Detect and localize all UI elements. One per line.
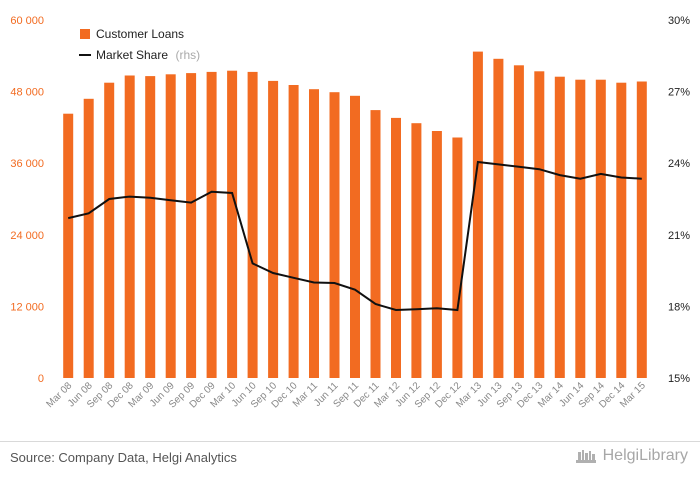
bar <box>186 73 197 378</box>
brand-logo: HelgiLibrary <box>575 447 688 465</box>
legend-label-market-share: Market Share (rhs) <box>96 46 200 63</box>
bar <box>411 123 422 378</box>
bar <box>554 76 565 378</box>
bar <box>165 74 176 379</box>
bar-series-customer-loans <box>63 51 647 379</box>
line-series-market-share <box>67 160 642 312</box>
legend-swatch-customer-loans <box>80 29 90 39</box>
bar <box>636 81 647 378</box>
left-axis-ticks: 0 12 000 24 000 36 000 48 000 60 000 <box>10 15 44 385</box>
bar <box>513 65 524 379</box>
bar <box>452 137 463 378</box>
bar <box>206 71 217 379</box>
left-axis-tick-label: 12 000 <box>10 301 44 313</box>
bar <box>391 117 401 379</box>
left-axis-tick-label: 24 000 <box>10 230 44 242</box>
bar <box>472 51 483 378</box>
right-axis-tick-label: 30% <box>668 15 690 27</box>
brand-name: HelgiLibrary <box>602 447 688 464</box>
bar <box>247 71 258 379</box>
bar <box>329 92 340 378</box>
left-axis-tick-label: 0 <box>38 373 44 385</box>
bar <box>83 98 94 379</box>
bar <box>227 70 238 378</box>
bar <box>534 71 545 379</box>
bar <box>124 75 135 378</box>
right-axis-tick-label: 27% <box>668 87 690 99</box>
bar <box>595 79 606 378</box>
bar <box>370 110 381 378</box>
bar <box>145 76 156 378</box>
right-axis-ticks: 15% 18% 21% 24% 27% 30% <box>668 15 690 385</box>
bar <box>104 82 115 378</box>
bar <box>575 79 586 378</box>
bar <box>268 80 279 379</box>
legend-label-customer-loans: Customer Loans <box>96 27 184 41</box>
left-axis-tick-label: 36 000 <box>10 158 44 170</box>
bar <box>63 113 74 378</box>
bar <box>309 89 319 378</box>
footer-divider <box>0 441 700 442</box>
bar <box>288 85 299 378</box>
source-note: Source: Company Data, Helgi Analytics <box>10 450 237 465</box>
bar <box>616 82 627 378</box>
legend-label-market-share-name: Market Share <box>96 48 168 62</box>
bar <box>493 58 504 379</box>
bar <box>350 95 360 379</box>
right-axis-tick-label: 21% <box>668 230 690 242</box>
right-axis-tick-label: 15% <box>668 373 690 385</box>
legend-label-rhs: (rhs) <box>175 48 200 62</box>
legend: Customer Loans Market Share (rhs) <box>79 27 200 63</box>
bar <box>431 131 442 378</box>
right-axis-tick-label: 24% <box>668 158 690 170</box>
chart-canvas: 0 12 000 24 000 36 000 48 000 60 000 15% 18% 21… <box>10 15 690 411</box>
right-axis-tick-label: 18% <box>668 301 690 313</box>
left-axis-tick-label: 48 000 <box>10 87 44 99</box>
left-axis-tick-label: 60 000 <box>10 15 44 27</box>
bookshelf-icon <box>575 450 596 463</box>
